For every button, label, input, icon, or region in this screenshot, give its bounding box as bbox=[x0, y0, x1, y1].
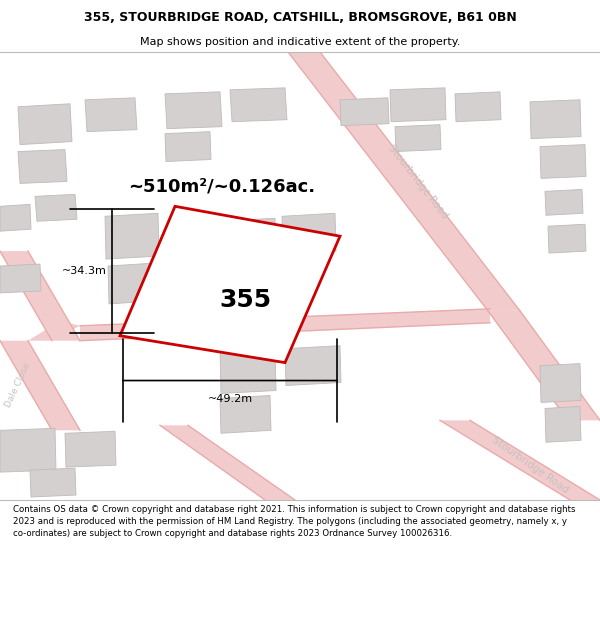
Polygon shape bbox=[0, 341, 80, 430]
Text: 355: 355 bbox=[219, 288, 271, 312]
Polygon shape bbox=[225, 263, 276, 299]
Polygon shape bbox=[105, 213, 159, 259]
Text: Hinton Mlds: Hinton Mlds bbox=[241, 310, 299, 322]
Polygon shape bbox=[220, 396, 271, 433]
Polygon shape bbox=[108, 263, 156, 304]
Polygon shape bbox=[18, 104, 72, 144]
Polygon shape bbox=[455, 92, 501, 122]
Polygon shape bbox=[18, 149, 67, 183]
Polygon shape bbox=[390, 88, 446, 122]
Polygon shape bbox=[340, 98, 389, 126]
Polygon shape bbox=[120, 206, 340, 362]
Polygon shape bbox=[165, 132, 211, 161]
Polygon shape bbox=[165, 92, 222, 129]
Text: 355, STOURBRIDGE ROAD, CATSHILL, BROMSGROVE, B61 0BN: 355, STOURBRIDGE ROAD, CATSHILL, BROMSGR… bbox=[83, 11, 517, 24]
Text: Stourbridge Road: Stourbridge Road bbox=[490, 435, 570, 496]
Polygon shape bbox=[530, 100, 581, 139]
Polygon shape bbox=[0, 264, 41, 293]
Polygon shape bbox=[545, 406, 581, 442]
Text: Map shows position and indicative extent of the property.: Map shows position and indicative extent… bbox=[140, 38, 460, 48]
Text: Dale Close: Dale Close bbox=[4, 362, 32, 409]
Polygon shape bbox=[0, 204, 31, 231]
Text: Stourbridge Road: Stourbridge Road bbox=[386, 142, 450, 221]
Polygon shape bbox=[540, 144, 586, 178]
Text: Contains OS data © Crown copyright and database right 2021. This information is : Contains OS data © Crown copyright and d… bbox=[13, 505, 576, 538]
Text: ~510m²/~0.126ac.: ~510m²/~0.126ac. bbox=[128, 177, 315, 196]
Polygon shape bbox=[220, 218, 276, 264]
Polygon shape bbox=[230, 88, 287, 122]
Polygon shape bbox=[220, 348, 276, 394]
Polygon shape bbox=[28, 321, 80, 341]
Polygon shape bbox=[540, 364, 581, 403]
Polygon shape bbox=[35, 194, 77, 221]
Polygon shape bbox=[488, 311, 600, 421]
Polygon shape bbox=[440, 421, 600, 500]
Polygon shape bbox=[85, 98, 137, 132]
Polygon shape bbox=[285, 346, 341, 386]
Polygon shape bbox=[65, 431, 116, 467]
Text: ~49.2m: ~49.2m bbox=[208, 394, 253, 404]
Polygon shape bbox=[288, 52, 520, 311]
Polygon shape bbox=[80, 309, 490, 341]
Polygon shape bbox=[160, 426, 295, 500]
Text: ~34.3m: ~34.3m bbox=[62, 266, 107, 276]
Polygon shape bbox=[548, 224, 586, 253]
Polygon shape bbox=[395, 124, 441, 151]
Polygon shape bbox=[30, 468, 76, 497]
Polygon shape bbox=[545, 189, 583, 215]
Polygon shape bbox=[0, 428, 56, 472]
Polygon shape bbox=[0, 251, 80, 341]
Polygon shape bbox=[282, 213, 336, 254]
